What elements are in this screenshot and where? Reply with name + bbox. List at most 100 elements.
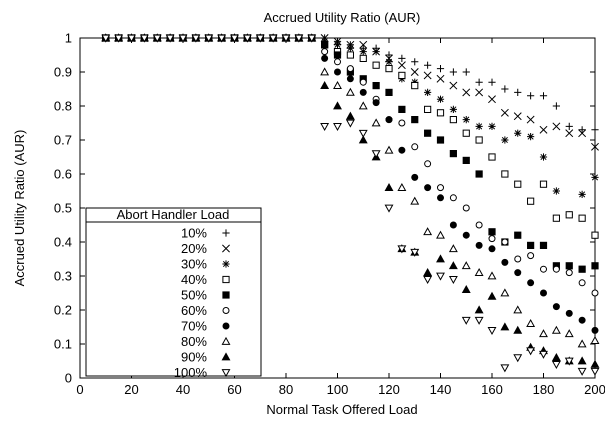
data-point (539, 180, 548, 188)
data-point (411, 58, 419, 66)
data-point (564, 357, 574, 366)
data-point (410, 68, 419, 76)
data-point (551, 352, 561, 361)
data-point (281, 34, 291, 43)
data-point (527, 92, 535, 100)
data-point (320, 80, 330, 89)
data-point (139, 34, 149, 43)
data-points (101, 33, 600, 376)
data-point (204, 34, 214, 43)
legend-label: 40% (181, 272, 207, 287)
data-point (552, 122, 561, 131)
data-point (410, 248, 420, 257)
data-point (578, 129, 587, 138)
data-point (564, 329, 574, 338)
data-point (424, 129, 432, 137)
data-point (114, 34, 124, 43)
data-point (410, 196, 420, 205)
data-point (424, 88, 432, 96)
data-point (475, 241, 483, 249)
data-point (333, 51, 342, 59)
legend-label: 60% (181, 303, 207, 318)
data-point (321, 41, 329, 49)
data-point (294, 34, 304, 43)
data-point (372, 48, 380, 56)
data-point (461, 284, 471, 293)
data-point (333, 123, 342, 132)
data-point (448, 244, 458, 253)
data-point (359, 88, 367, 96)
data-point (268, 34, 278, 43)
data-point (462, 68, 470, 76)
data-point (334, 58, 341, 66)
data-point (487, 291, 497, 300)
data-point (513, 112, 522, 121)
data-point (345, 119, 355, 128)
data-point (501, 238, 509, 246)
data-point (591, 142, 599, 151)
data-point (474, 305, 484, 314)
data-point (437, 184, 444, 192)
legend-marker (222, 307, 230, 314)
data-point (488, 95, 496, 104)
y-tick-label: 0.4 (54, 235, 72, 250)
data-point (475, 88, 484, 97)
data-point (501, 85, 509, 93)
legend-title: Abort Handler Load (117, 207, 230, 222)
data-point (397, 245, 407, 254)
legend-marker (221, 336, 231, 345)
data-point (398, 54, 406, 62)
axes: 0 20 40 60 80 100 120 140 160 180 200 0 0.1 0.2 0.3 0.4… (54, 31, 605, 398)
data-point (514, 129, 522, 137)
data-point (461, 261, 471, 270)
data-point (371, 150, 381, 159)
data-point (475, 78, 483, 86)
y-tick-label: 0 (65, 371, 72, 386)
data-point (398, 105, 406, 114)
data-point (475, 221, 483, 229)
data-point (411, 143, 419, 151)
data-point (578, 265, 586, 273)
data-point (462, 156, 470, 165)
legend-label: 90% (181, 350, 207, 365)
y-tick-label: 0.1 (54, 337, 72, 352)
data-point (345, 111, 355, 120)
data-point (514, 88, 522, 96)
data-point (359, 48, 367, 56)
data-point (462, 116, 470, 124)
data-point (423, 227, 433, 236)
data-point (424, 184, 432, 192)
data-point (449, 116, 457, 124)
x-tick-label: 100 (327, 382, 349, 397)
y-tick-label: 0.3 (54, 269, 72, 284)
data-point (358, 101, 368, 110)
data-point (448, 261, 458, 270)
data-point (449, 221, 457, 229)
data-point (398, 146, 406, 154)
data-point (552, 187, 560, 195)
series-100-percent (101, 34, 600, 376)
data-point (578, 214, 586, 222)
data-point (423, 267, 433, 276)
data-point (500, 364, 510, 373)
data-point (436, 254, 445, 263)
data-point (178, 34, 188, 43)
data-point (384, 182, 394, 191)
x-tick-label: 160 (481, 382, 503, 397)
data-point (551, 325, 561, 334)
data-point (552, 214, 560, 222)
y-tick-label: 0.6 (54, 167, 72, 182)
data-point (527, 279, 535, 287)
data-point (385, 65, 393, 73)
data-point (436, 230, 445, 239)
data-point (565, 309, 573, 317)
y-tick-label: 0.7 (54, 133, 72, 148)
data-point (527, 133, 535, 141)
data-point (475, 170, 483, 178)
data-point (501, 258, 509, 266)
data-point (411, 173, 419, 181)
data-point (514, 180, 522, 188)
data-point (437, 194, 444, 202)
x-tick-label: 180 (533, 382, 555, 397)
data-point (488, 153, 496, 161)
